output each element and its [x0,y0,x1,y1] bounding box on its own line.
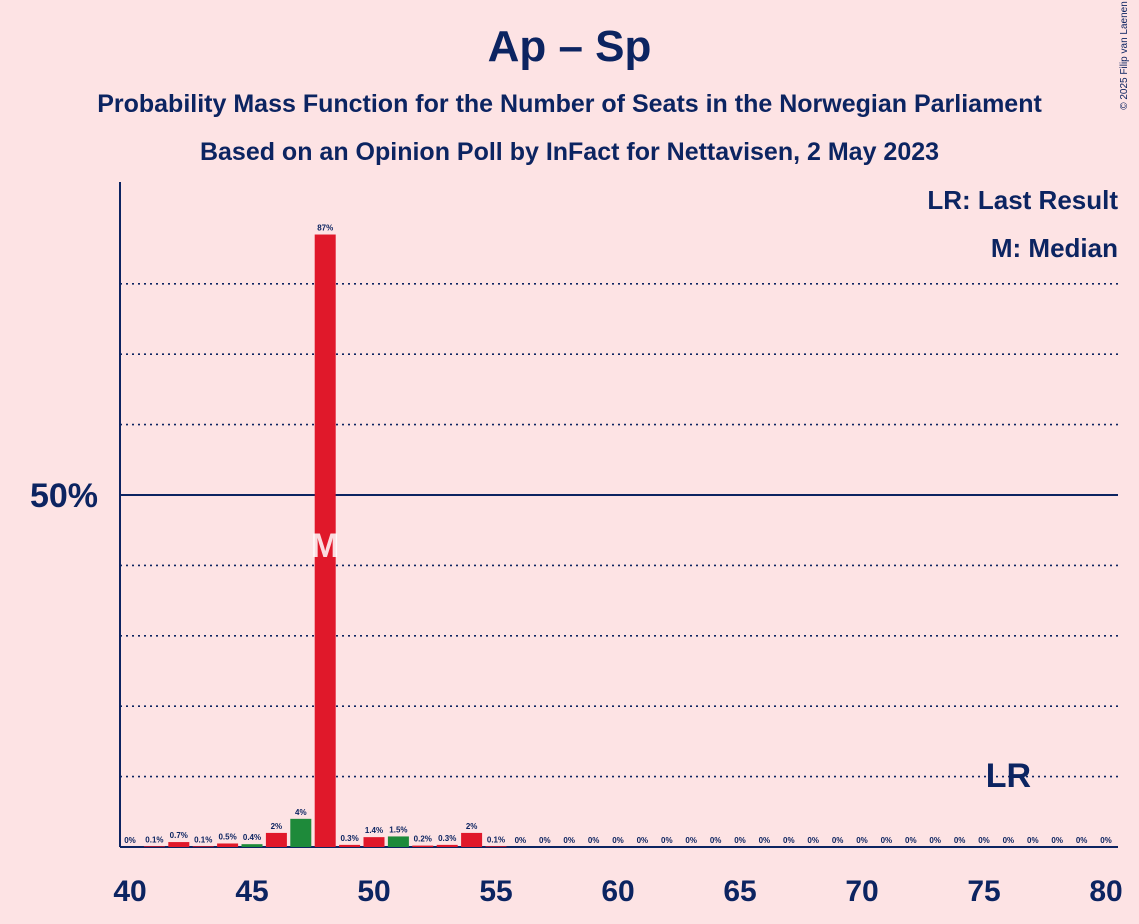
bar-seat-47 [290,818,312,847]
bar-label: 0% [832,836,844,845]
bar-seat-51 [387,836,409,847]
bar-label: 0% [807,836,819,845]
bar-label: 0.3% [340,834,358,843]
bar-label: 0% [905,836,917,845]
bar-label: 0% [612,836,624,845]
bar-seat-41 [143,846,165,847]
bar-label: 0% [515,836,527,845]
bar-label: 0% [954,836,966,845]
bar-label: 0% [856,836,868,845]
bar-label: 0% [1003,836,1015,845]
x-tick-label: 65 [723,875,756,908]
x-tick-label: 70 [845,875,878,908]
bar-seat-43 [192,846,214,847]
bar-label: 0% [759,836,771,845]
bar-seat-46 [265,832,287,847]
chart-source-line: Based on an Opinion Poll by InFact for N… [199,138,940,166]
bar-label: 0.7% [170,831,188,840]
bar-label: 0% [1076,836,1088,845]
bar-seat-54 [461,832,483,847]
bar-label: 0% [929,836,941,845]
bar-label: 0% [539,836,551,845]
x-tick-label: 40 [113,875,146,908]
bar-seat-45 [241,844,263,847]
bar-label: 0% [563,836,575,845]
bar-label: 0% [1051,836,1063,845]
legend-last-result: LR: Last Result [927,185,1118,215]
bar-seat-52 [412,845,434,847]
bar-label: 0.4% [243,833,261,842]
chart-title: Ap – Sp [487,22,652,71]
bar-label: 2% [466,822,478,831]
bar-label: 2% [271,822,283,831]
x-tick-label: 55 [479,875,512,908]
x-tick-label: 75 [967,875,1000,908]
x-tick-label: 50 [357,875,390,908]
bar-seat-55 [485,846,507,847]
bar-label: 0% [661,836,673,845]
y-tick-label: 50% [30,477,98,515]
median-marker: M [311,527,339,565]
bar-label: 87% [317,224,333,233]
bar-label: 0% [881,836,893,845]
bar-label: 0.1% [487,835,505,844]
bar-seat-48 [314,234,336,847]
x-tick-label: 45 [235,875,268,908]
bar-label: 0% [1100,836,1112,845]
bar-label: 0.1% [194,835,212,844]
bar-label: 0% [710,836,722,845]
bar-seat-53 [436,844,458,847]
bar-label: 0% [1027,836,1039,845]
bar-label: 0% [637,836,649,845]
bar-label: 0% [685,836,697,845]
bar-label: 0% [978,836,990,845]
x-tick-label: 60 [601,875,634,908]
bar-label: 0.1% [145,835,163,844]
legend-median: M: Median [990,233,1118,263]
bar-label: 0% [783,836,795,845]
bar-seat-50 [363,837,385,847]
chart-subtitle: Probability Mass Function for the Number… [97,90,1042,118]
bar-label: 1.4% [365,826,383,835]
bar-seat-42 [168,842,190,847]
x-tick-label: 80 [1089,875,1122,908]
bar-label: 0% [124,836,136,845]
bar-label: 4% [295,808,307,817]
bar-seat-44 [217,843,239,847]
last-result-marker: LR [986,757,1031,795]
bar-label: 0.2% [414,835,432,844]
bar-label: 0% [588,836,600,845]
bar-label: 0% [734,836,746,845]
bar-seat-49 [339,844,361,847]
bar-label: 0.3% [438,834,456,843]
bar-label: 0.5% [218,832,236,841]
bar-label: 1.5% [389,825,407,834]
